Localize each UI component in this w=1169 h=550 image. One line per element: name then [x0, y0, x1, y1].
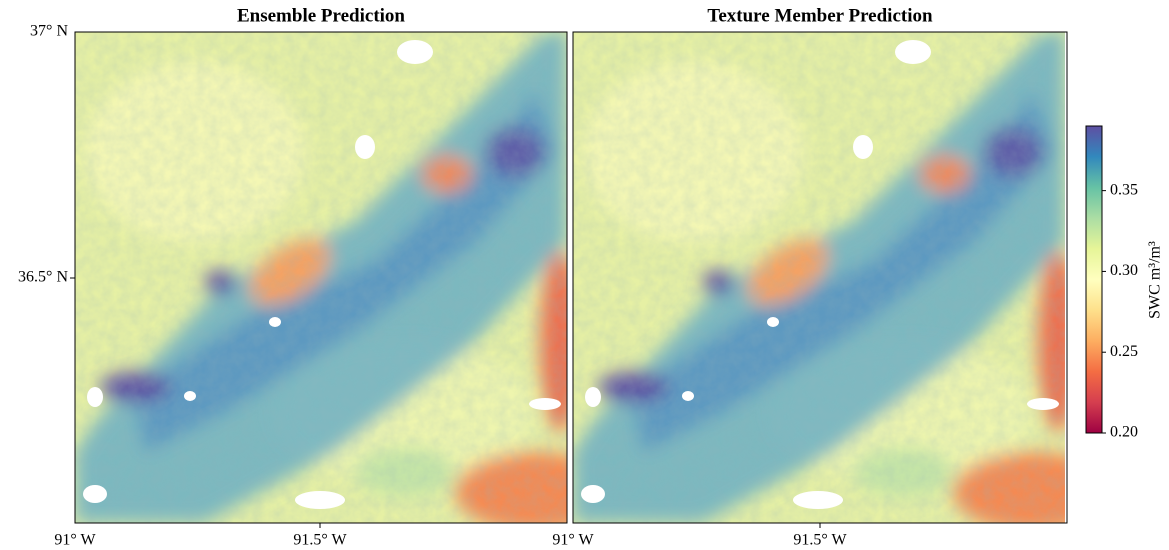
colorbar-tick-label: 0.30: [1110, 262, 1138, 279]
colorbar-tick-label: 0.20: [1110, 424, 1138, 441]
y-tick-label: 37° N: [30, 23, 68, 40]
y-tick-label: 36.5° N: [18, 269, 68, 286]
colorbar-tick-label: 0.25: [1110, 343, 1138, 360]
x-tick-label: 91° W: [54, 532, 96, 549]
figure: Ensemble Prediction Texture Member Predi…: [0, 0, 1169, 550]
map-panel: [573, 32, 1113, 532]
x-tick-label: 91.5° W: [793, 532, 847, 549]
colorbar-label: SWC m³/m³: [1147, 241, 1164, 319]
x-tick-label: 91.5° W: [293, 532, 347, 549]
colorbar: [1086, 126, 1102, 433]
panel-title: Texture Member Prediction: [707, 5, 933, 26]
panel-title: Ensemble Prediction: [237, 5, 405, 26]
colorbar-gradient: [1086, 126, 1102, 433]
map-panel: [75, 32, 615, 532]
x-tick-label: 91° W: [552, 532, 594, 549]
colorbar-tick-label: 0.35: [1110, 181, 1138, 198]
